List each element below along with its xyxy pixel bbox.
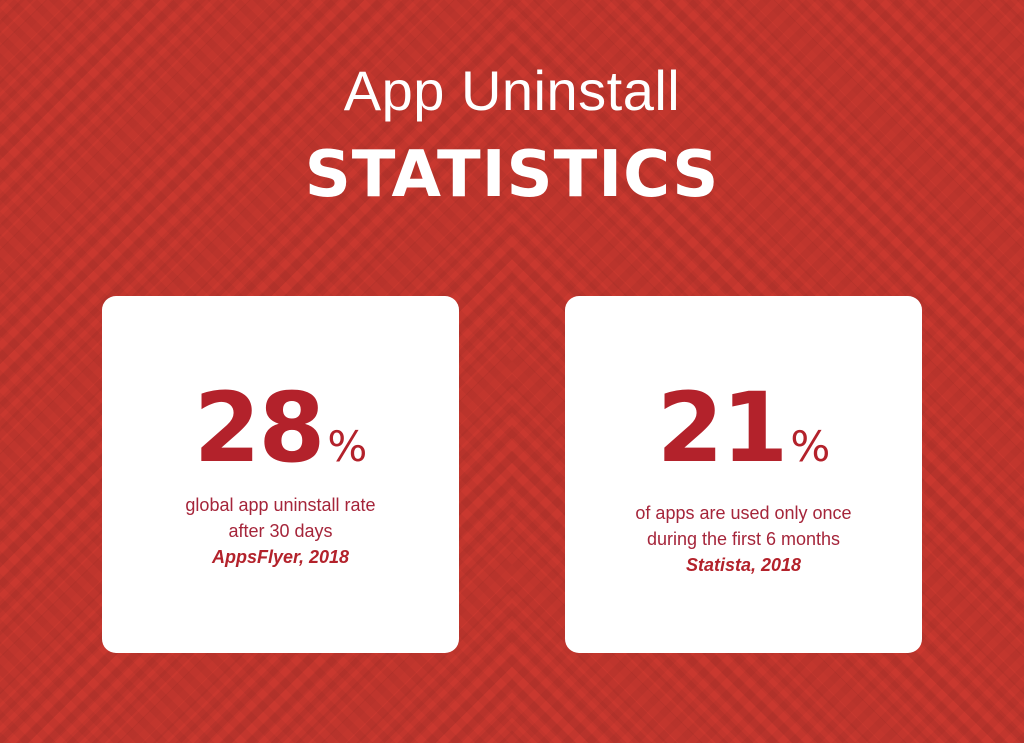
stat-description-line-2: after 30 days (228, 521, 333, 541)
stat-description: global app uninstall rate after 30 days … (102, 492, 459, 570)
stat-description-line-2: during the first 6 months (646, 529, 841, 549)
stat-unit: % (327, 422, 368, 471)
stat-value: 28% (102, 380, 459, 476)
stat-value: 21% (565, 380, 922, 476)
stat-source: Statista, 2018 (685, 555, 802, 575)
stat-description: of apps are used only once during the fi… (565, 500, 922, 578)
stat-description-line-1: of apps are used only once (635, 503, 852, 523)
stat-source: AppsFlyer, 2018 (211, 547, 350, 567)
stat-number: 28 (193, 372, 326, 484)
stat-description-line-1: global app uninstall rate (185, 495, 376, 515)
title-line-1: App Uninstall (343, 59, 681, 122)
stat-card-uninstall-rate: 28% global app uninstall rate after 30 d… (102, 296, 459, 653)
stat-unit: % (790, 422, 831, 471)
stat-number: 21 (656, 372, 789, 484)
title-line-2: STATISTICS (304, 138, 720, 212)
stat-card-used-once: 21% of apps are used only once during th… (565, 296, 922, 653)
